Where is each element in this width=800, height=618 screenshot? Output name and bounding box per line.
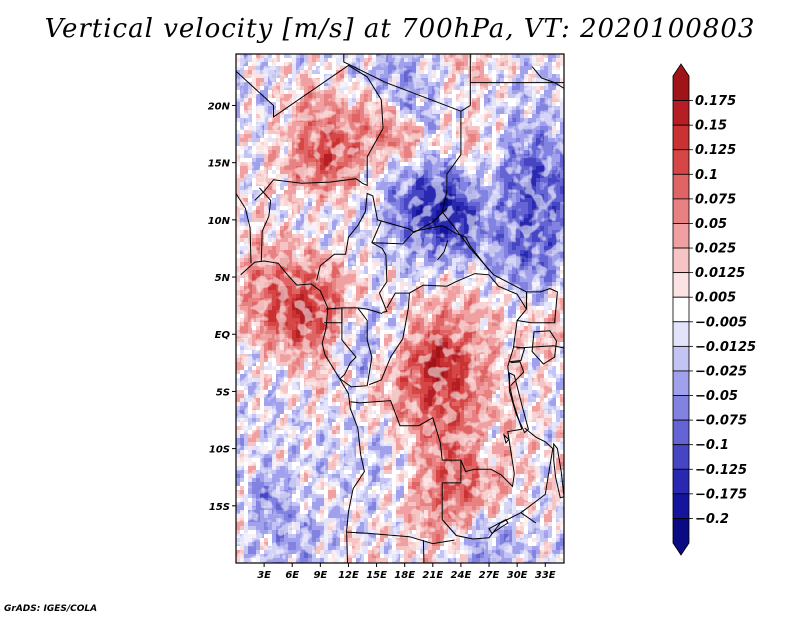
chart-title: Vertical velocity [m/s] at 700hPa, VT: 2… — [44, 14, 756, 44]
